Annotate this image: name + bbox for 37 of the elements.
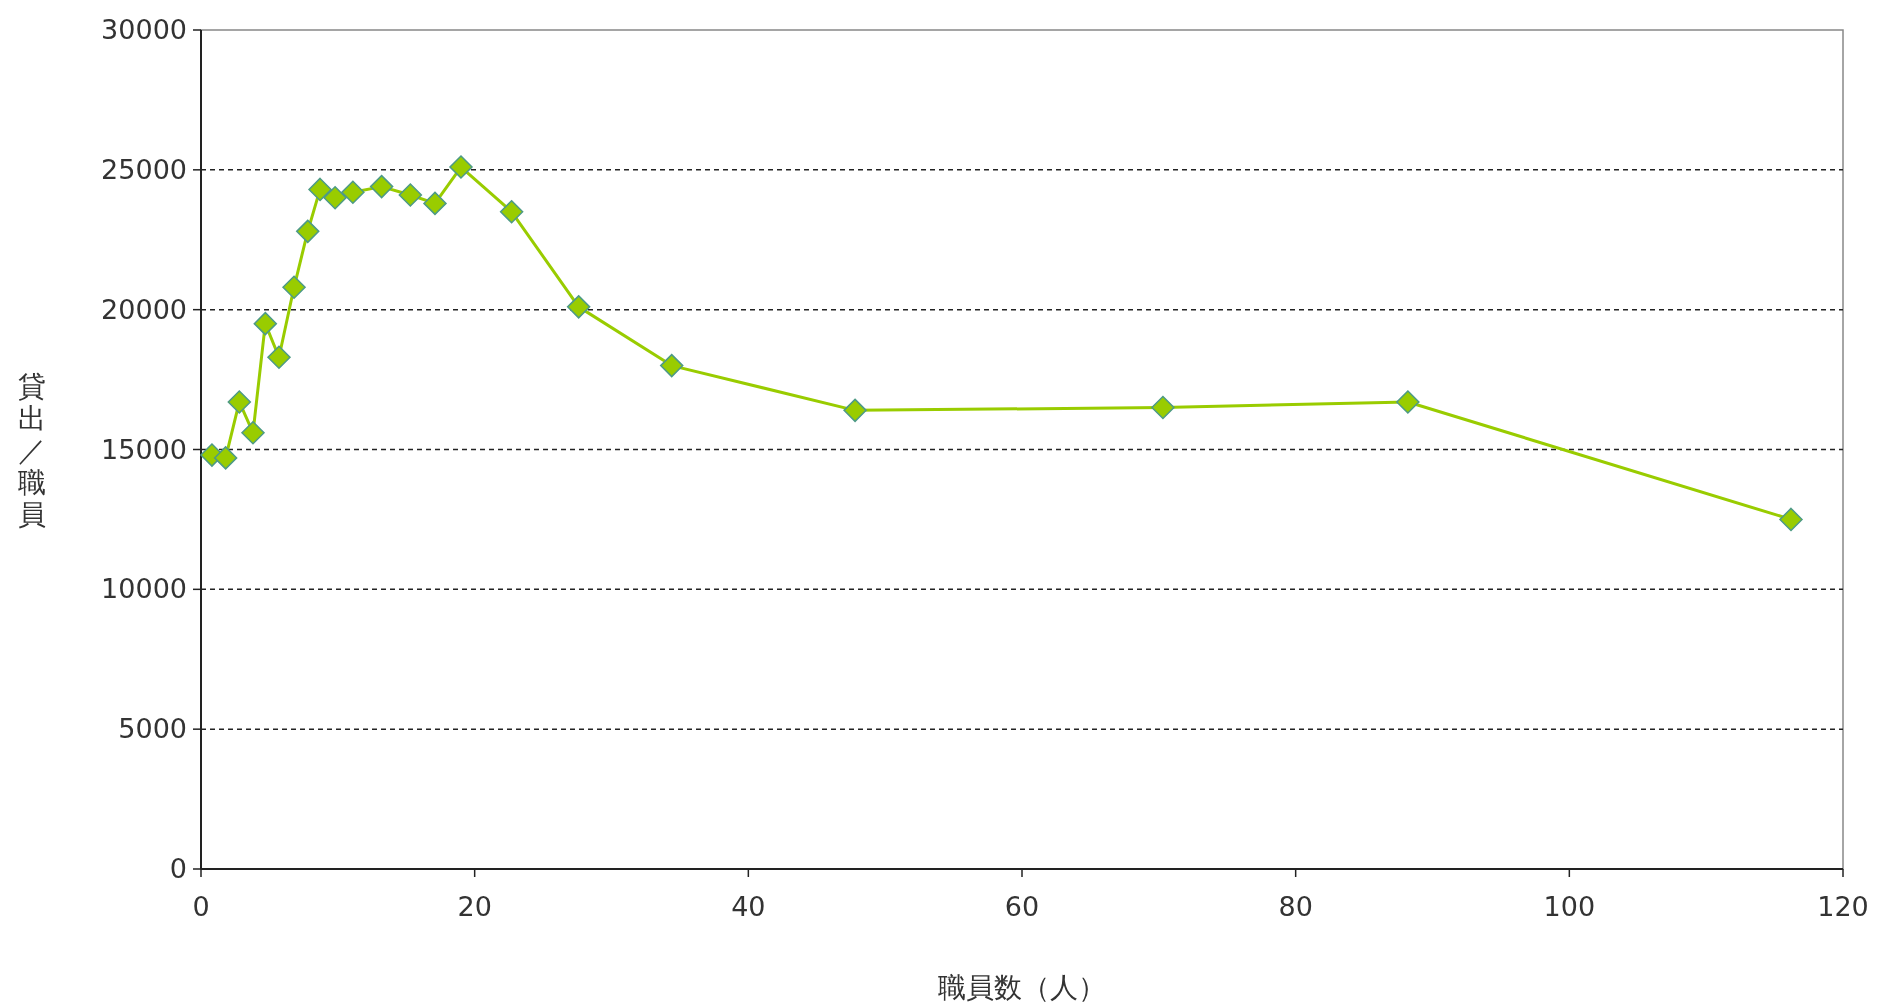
x-tick-label: 60 — [1004, 891, 1040, 922]
x-tick-label: 80 — [1278, 891, 1313, 922]
x-tick-label: 0 — [192, 891, 210, 922]
point — [253, 311, 278, 336]
point — [341, 180, 365, 204]
y-tick-label: 10000 — [101, 573, 187, 605]
x-tick-label: 40 — [731, 891, 766, 922]
x-tick-label: 20 — [457, 891, 492, 922]
point — [295, 219, 320, 244]
y-tick-label: 0 — [169, 853, 187, 884]
y-axis-title: 貸出／職員 — [18, 369, 46, 531]
point — [1396, 390, 1420, 414]
point — [282, 275, 306, 300]
y-tick-label: 5000 — [118, 713, 187, 745]
point — [227, 390, 252, 414]
point — [323, 186, 347, 210]
y-tick-label: 30000 — [101, 14, 187, 45]
point — [659, 353, 684, 378]
y-tick-label: 25000 — [101, 153, 187, 185]
point — [1779, 507, 1803, 532]
x-axis-title: 職員数（人） — [938, 971, 1106, 1004]
y-tick-label: 15000 — [101, 433, 187, 465]
point — [267, 345, 291, 369]
point — [843, 398, 867, 423]
point — [369, 174, 394, 199]
point — [398, 183, 423, 207]
y-tick-label: 20000 — [101, 293, 187, 325]
point — [308, 177, 332, 202]
point — [1151, 395, 1175, 420]
x-tick-label: 100 — [1543, 891, 1596, 922]
x-tick-label: 120 — [1817, 891, 1869, 922]
point — [499, 200, 524, 224]
point — [241, 420, 265, 445]
point — [423, 191, 447, 216]
point — [566, 295, 591, 319]
point — [449, 155, 473, 179]
point — [213, 446, 238, 470]
